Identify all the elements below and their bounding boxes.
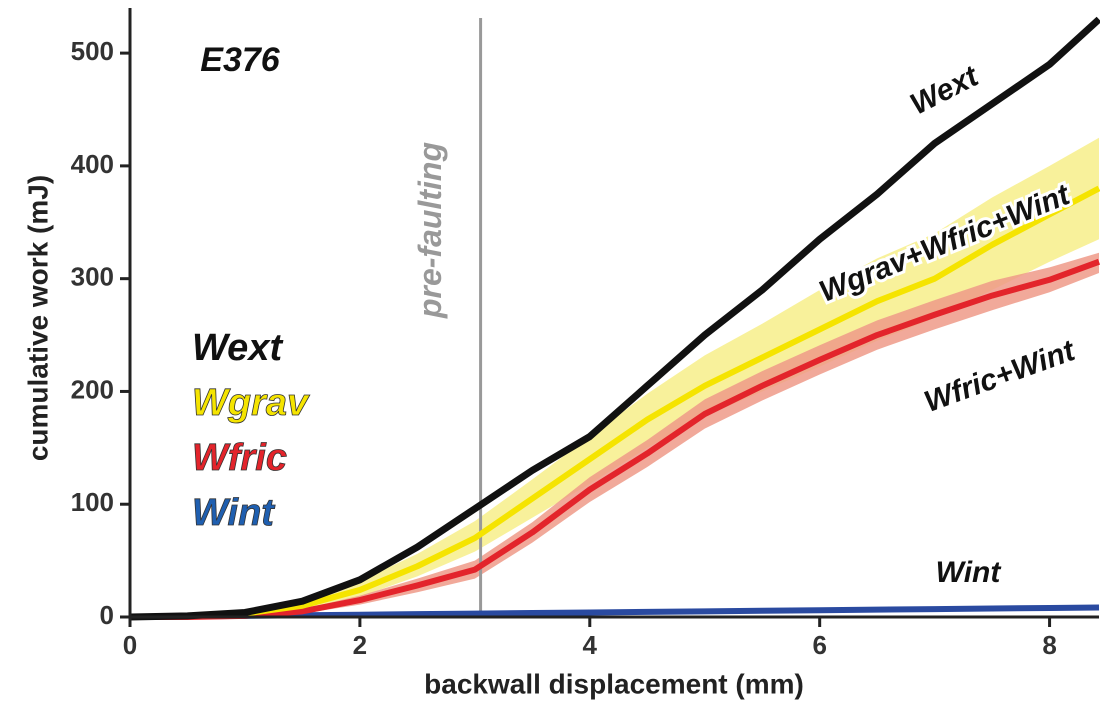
line (129, 16, 1100, 621)
x-tick-label: 2 (353, 630, 367, 660)
y-tick-label: 200 (71, 374, 114, 404)
line (129, 185, 1100, 620)
y-tick-label: 500 (71, 36, 114, 66)
y-tick-label: 100 (71, 487, 114, 517)
x-tick-label: 8 (1042, 630, 1056, 660)
legend-entry: Wint (192, 492, 275, 534)
legend-entry: Wgrav (192, 382, 310, 424)
series-label: Wfric+Wint (920, 333, 1081, 418)
y-tick-label: 400 (71, 149, 114, 179)
line (130, 258, 1100, 620)
x-axis-label: backwall displacement (mm) (424, 668, 804, 699)
x-tick-label: 0 (123, 630, 137, 660)
legend-entry: Wfric (192, 437, 287, 479)
y-axis-label: cumulative work (mJ) (22, 175, 53, 461)
legend-entry: Wext (192, 327, 283, 369)
x-tick-label: 6 (812, 630, 826, 660)
chart-title: E376 (200, 41, 280, 79)
series-label: Wext (905, 59, 985, 122)
y-tick-label: 0 (100, 600, 114, 630)
reference-label: pre-faulting (412, 142, 448, 319)
series-label: Wint (936, 556, 1003, 589)
line (129, 604, 1100, 620)
x-tick-label: 4 (583, 630, 598, 660)
y-tick-label: 300 (71, 262, 114, 292)
